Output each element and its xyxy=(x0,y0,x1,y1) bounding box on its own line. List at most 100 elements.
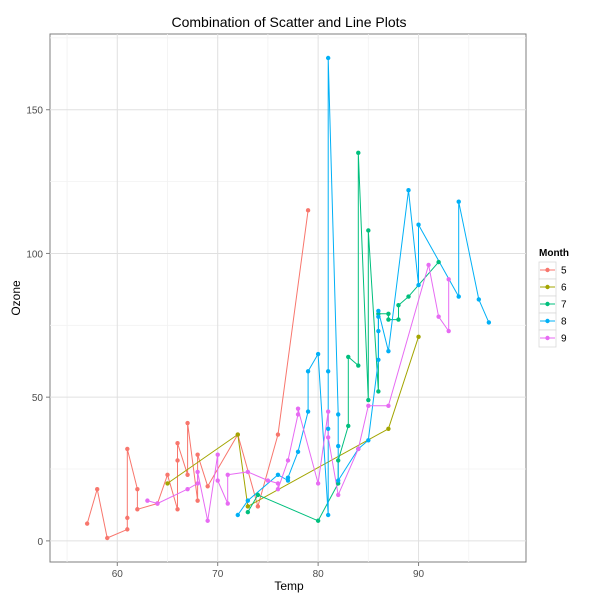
minor-gridlines xyxy=(50,34,526,562)
data-point-month-8 xyxy=(376,357,381,362)
data-point-month-8 xyxy=(376,308,381,314)
legend-title: Month xyxy=(539,248,569,259)
data-point-month-9 xyxy=(356,446,361,452)
data-point-month-8 xyxy=(486,320,492,325)
data-point-month-9 xyxy=(315,481,321,486)
data-point-month-9 xyxy=(225,501,230,506)
data-point-month-8 xyxy=(376,314,381,319)
data-point-month-9 xyxy=(265,478,271,483)
data-point-month-5 xyxy=(195,452,200,457)
legend-key-point xyxy=(545,335,550,341)
data-point-month-8 xyxy=(406,188,411,193)
data-point-month-9 xyxy=(325,409,331,414)
data-point-month-9 xyxy=(195,481,200,486)
data-point-month-5 xyxy=(185,472,190,477)
data-point-month-7 xyxy=(315,518,321,523)
data-point-month-7 xyxy=(245,509,251,515)
x-axis-ticks: 60 70 80 90 xyxy=(112,562,425,580)
data-point-month-8 xyxy=(325,55,331,61)
data-point-month-5 xyxy=(125,446,130,452)
data-point-month-7 xyxy=(396,317,401,322)
data-point-month-5 xyxy=(175,440,180,446)
data-point-month-6 xyxy=(245,504,251,509)
data-point-month-9 xyxy=(245,469,251,475)
data-point-month-9 xyxy=(446,277,451,282)
data-point-month-9 xyxy=(185,486,190,492)
data-point-month-9 xyxy=(225,472,230,477)
data-point-month-9 xyxy=(386,403,391,408)
data-point-month-8 xyxy=(325,369,331,374)
data-point-month-6 xyxy=(235,432,240,437)
data-point-month-8 xyxy=(456,199,461,204)
data-point-month-8 xyxy=(275,472,281,477)
data-point-month-5 xyxy=(165,472,170,477)
data-point-month-5 xyxy=(175,458,180,463)
data-point-month-7 xyxy=(386,311,391,317)
data-point-month-6 xyxy=(386,426,391,431)
data-point-month-5 xyxy=(135,507,140,512)
legend-label-month-9: 9 xyxy=(561,334,567,345)
data-point-month-7 xyxy=(366,228,371,233)
data-point-month-7 xyxy=(255,492,261,498)
data-point-month-5 xyxy=(105,535,110,541)
data-point-month-9 xyxy=(446,328,451,334)
chart-title: Combination of Scatter and Line Plots xyxy=(171,14,406,30)
data-point-month-9 xyxy=(285,458,291,463)
data-point-month-7 xyxy=(346,423,351,429)
data-point-month-9 xyxy=(215,478,220,483)
y-tick-label: 0 xyxy=(37,537,43,548)
data-point-month-7 xyxy=(376,389,381,394)
major-gridlines xyxy=(50,34,526,562)
x-tick-label: 90 xyxy=(413,569,425,580)
data-point-month-8 xyxy=(295,449,301,454)
data-point-month-5 xyxy=(175,507,180,512)
series-line-month-8 xyxy=(237,57,490,516)
data-point-month-9 xyxy=(325,435,331,440)
data-point-month-8 xyxy=(325,512,331,518)
data-point-month-8 xyxy=(245,498,251,503)
data-point-month-8 xyxy=(376,328,381,334)
y-tick-label: 50 xyxy=(32,393,44,404)
data-point-month-7 xyxy=(366,397,371,403)
data-point-month-9 xyxy=(205,518,210,523)
x-tick-label: 80 xyxy=(313,569,325,580)
data-point-month-9 xyxy=(426,262,431,268)
data-point-month-7 xyxy=(436,259,441,265)
data-point-month-5 xyxy=(135,486,140,492)
x-tick-label: 60 xyxy=(112,569,124,580)
data-point-month-7 xyxy=(356,150,361,156)
data-point-month-5 xyxy=(185,420,190,426)
data-point-month-8 xyxy=(366,438,371,443)
y-axis-ticks: 0 50 100 150 xyxy=(26,106,50,548)
data-point-month-8 xyxy=(456,294,461,299)
legend: Month 5 6 7 8 9 xyxy=(538,248,569,348)
data-point-month-7 xyxy=(406,294,411,299)
legend-label-month-6: 6 xyxy=(561,283,567,294)
legend-key-point xyxy=(545,267,550,273)
data-point-month-8 xyxy=(285,475,291,480)
plot-area xyxy=(49,33,527,563)
data-point-month-8 xyxy=(315,351,321,357)
data-point-month-9 xyxy=(145,498,150,503)
data-point-month-5 xyxy=(275,432,281,437)
legend-key-point xyxy=(545,301,550,307)
data-point-month-9 xyxy=(195,469,200,475)
data-point-month-5 xyxy=(305,208,311,213)
x-axis-label: Temp xyxy=(274,579,304,593)
series-line-month-5 xyxy=(86,210,309,539)
legend-label-month-7: 7 xyxy=(561,300,567,311)
data-point-month-9 xyxy=(295,406,301,411)
data-point-month-9 xyxy=(275,481,281,486)
data-point-month-9 xyxy=(336,492,341,498)
data-point-month-7 xyxy=(356,363,361,368)
legend-key-point xyxy=(545,318,550,324)
data-point-month-8 xyxy=(476,297,482,302)
data-point-month-7 xyxy=(396,302,401,308)
data-point-month-8 xyxy=(325,426,331,431)
data-point-month-8 xyxy=(305,369,311,374)
data-point-month-5 xyxy=(125,527,130,532)
data-point-month-6 xyxy=(165,481,170,486)
data-point-month-5 xyxy=(125,515,130,521)
data-point-month-5 xyxy=(255,504,261,509)
data-point-month-8 xyxy=(336,412,341,417)
